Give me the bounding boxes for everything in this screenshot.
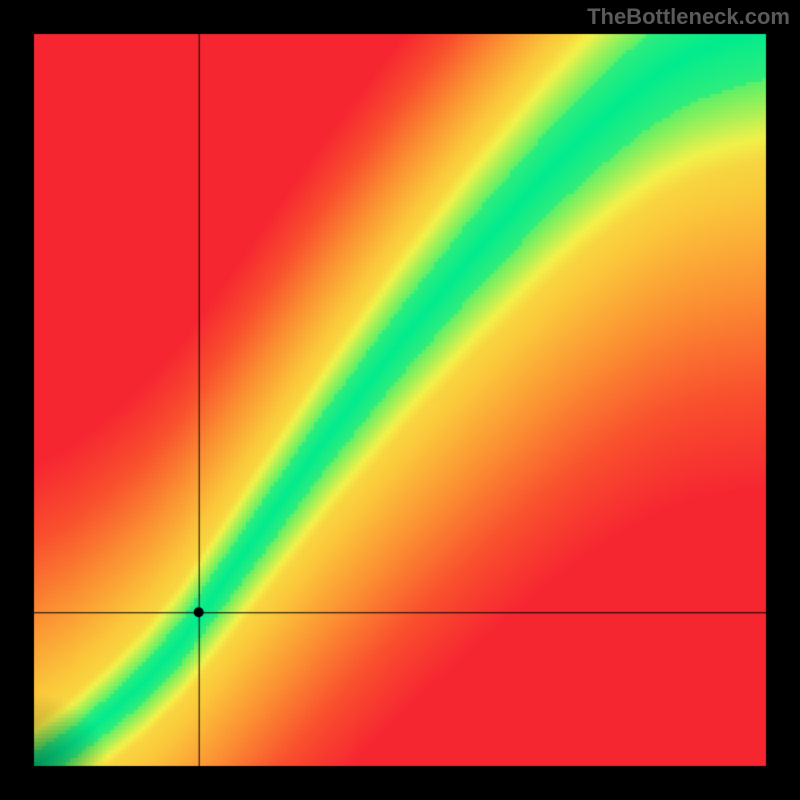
figure-root: TheBottleneck.com [0,0,800,800]
watermark-text: TheBottleneck.com [587,4,790,30]
bottleneck-heatmap-canvas [0,0,800,800]
